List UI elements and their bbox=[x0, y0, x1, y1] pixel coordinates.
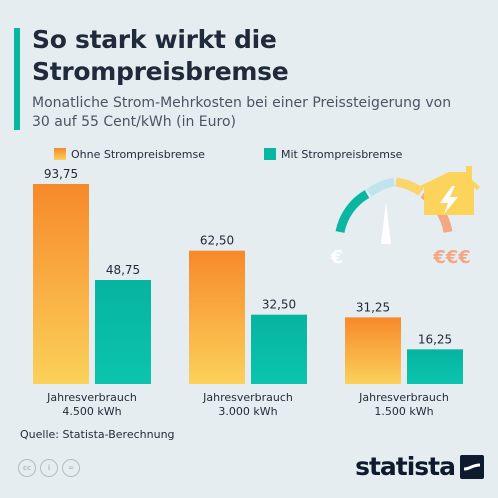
title-accent-bar bbox=[14, 28, 20, 130]
cc-icon: cc bbox=[18, 459, 36, 477]
category-label-1-line-2: 4.500 kWh bbox=[62, 405, 121, 418]
gauge-segment-teal bbox=[335, 190, 370, 234]
value-label-mit-3: 16,25 bbox=[418, 332, 452, 346]
bar-mit-3 bbox=[407, 349, 463, 384]
person-icon: i bbox=[40, 459, 58, 477]
category-label-1-line-1: Jahresverbrauch bbox=[46, 391, 137, 404]
value-label-ohne-3: 31,25 bbox=[356, 300, 390, 314]
bar-ohne-3 bbox=[345, 317, 401, 384]
source-note: Quelle: Statista-Berechnung bbox=[20, 428, 175, 441]
bars-group bbox=[33, 184, 463, 384]
value-label-ohne-1: 93,75 bbox=[44, 167, 78, 181]
bar-ohne-1 bbox=[33, 184, 89, 384]
statista-logo: statista bbox=[355, 452, 484, 481]
bar-mit-1 bbox=[95, 280, 151, 384]
value-label-mit-2: 32,50 bbox=[262, 298, 296, 312]
value-label-mit-1: 48,75 bbox=[106, 263, 140, 277]
statista-wordmark: statista bbox=[355, 452, 456, 481]
value-label-ohne-2: 62,50 bbox=[200, 234, 234, 248]
bar-mit-2 bbox=[251, 314, 307, 384]
category-label-2-line-2: 3.000 kWh bbox=[218, 405, 277, 418]
bar-ohne-2 bbox=[189, 250, 245, 384]
legend-label-ohne: Ohne Strompreisbremse bbox=[71, 148, 205, 161]
category-label-3-line-2: 1.500 kWh bbox=[374, 405, 433, 418]
house-lightning-icon bbox=[418, 166, 480, 215]
chart-legend: Ohne Strompreisbremse Mit Strompreisbrems… bbox=[54, 148, 403, 161]
value-labels-group: 93,75 48,75 62,50 32,50 31,25 16,25 bbox=[44, 167, 452, 346]
gauge-left-label: € bbox=[330, 247, 344, 268]
category-label-3-line-1: Jahresverbrauch bbox=[358, 391, 449, 404]
gauge-needle bbox=[381, 202, 391, 244]
gauge-right-label: €€€ bbox=[432, 247, 471, 268]
legend-swatch-ohne bbox=[54, 148, 66, 160]
gauge-segment-yellow bbox=[395, 177, 424, 196]
legend-swatch-mit bbox=[264, 148, 276, 160]
statista-mark-icon bbox=[460, 454, 484, 479]
equals-icon: = bbox=[62, 459, 80, 477]
legend-label-mit: Mit Strompreisbremse bbox=[281, 148, 403, 161]
chart-title: So stark wirkt die Strompreisbremse bbox=[32, 25, 289, 86]
gauge-segment-blue bbox=[366, 177, 395, 197]
category-label-2-line-1: Jahresverbrauch bbox=[202, 391, 293, 404]
chart-subtitle: Monatliche Strom-Mehrkosten bei einer Pr… bbox=[32, 95, 452, 130]
license-icons: cc i = bbox=[18, 459, 80, 477]
